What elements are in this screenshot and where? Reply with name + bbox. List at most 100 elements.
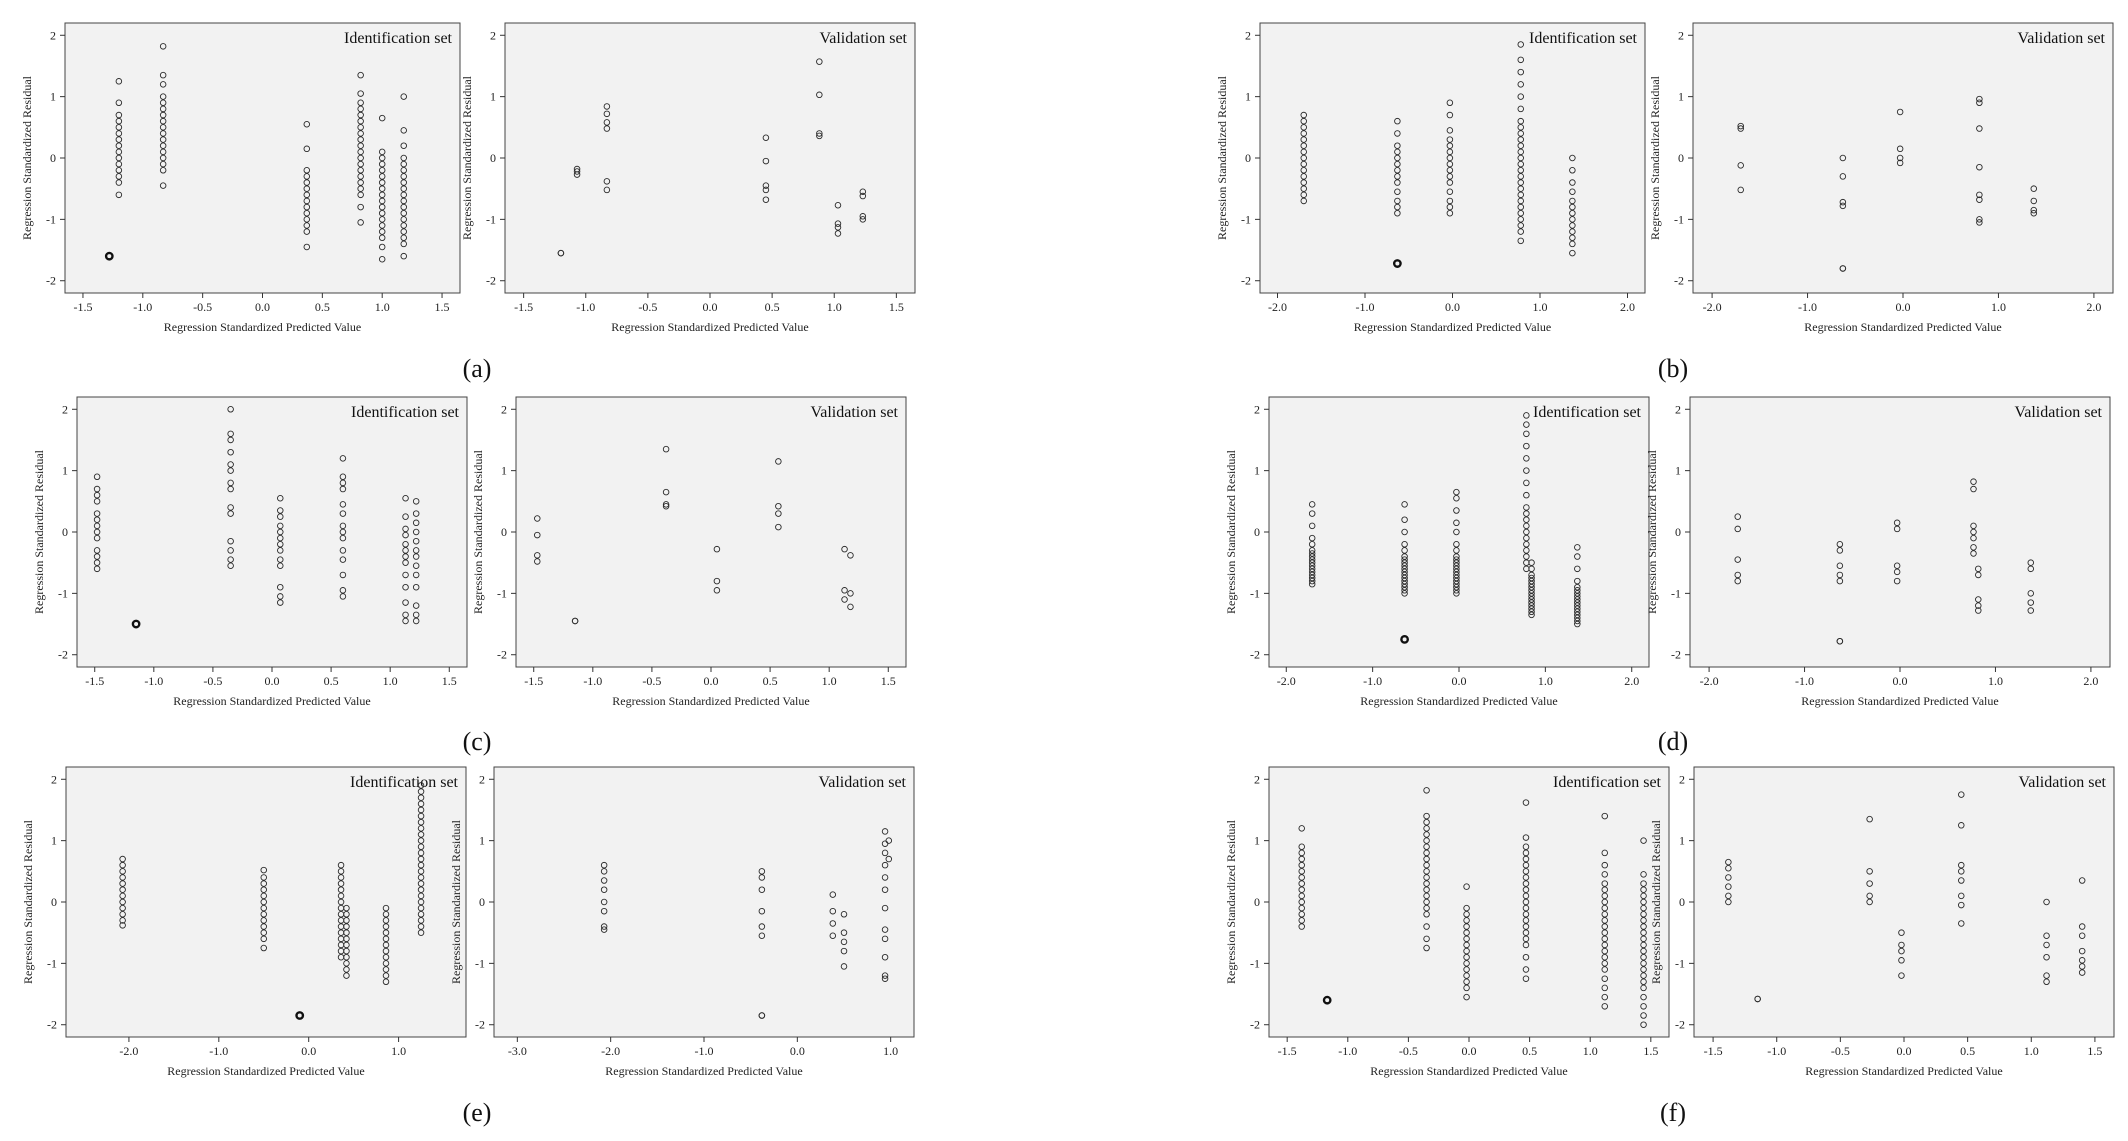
data-point [1574, 593, 1581, 600]
data-point [1958, 877, 1965, 884]
data-point [1517, 203, 1525, 211]
data-point [1394, 209, 1401, 217]
x-tick-label: -1.0 [144, 674, 163, 688]
data-point [1601, 886, 1609, 893]
data-point [382, 953, 390, 961]
y-tick-label: 1 [1245, 90, 1251, 104]
data-point [402, 513, 409, 520]
data-point [1453, 556, 1460, 563]
data-point [1522, 953, 1530, 961]
y-tick-label: -2 [47, 1018, 57, 1032]
data-point [1463, 972, 1470, 979]
data-point [1528, 571, 1535, 579]
x-tick-label: -3.0 [508, 1044, 527, 1058]
x-tick-label: 0.5 [765, 300, 780, 314]
x-axis-title: Regression Standardized Predicted Value [1801, 694, 1998, 708]
data-point [2027, 565, 2035, 573]
data-point [1394, 160, 1401, 168]
data-point [378, 167, 386, 174]
data-point [603, 178, 611, 185]
chart-7: -2.0 -1.0 0.0 1.0 2.0 -2 -1 0 1 2 Regression Stand… [1224, 396, 1650, 708]
data-point [1528, 611, 1535, 619]
data-point [378, 114, 386, 122]
data-point [343, 935, 350, 943]
data-point [412, 547, 420, 554]
data-point [400, 191, 407, 199]
data-point [1463, 941, 1470, 949]
data-point [400, 173, 407, 180]
data-point [343, 941, 350, 949]
data-point [277, 494, 284, 502]
data-point [357, 111, 364, 119]
data-point [881, 953, 889, 961]
data-point [2043, 932, 2050, 939]
y-tick-label: 0 [1679, 895, 1685, 909]
y-tick-label: -2 [1675, 1018, 1685, 1032]
data-point [1528, 559, 1535, 566]
x-tick-label: -1.0 [576, 300, 595, 314]
data-point [277, 562, 284, 569]
data-point [829, 920, 837, 927]
data-point [1423, 837, 1430, 844]
data-point [93, 491, 101, 499]
data-point [2043, 941, 2050, 949]
y-tick-label: 1 [1254, 464, 1260, 478]
data-point [1601, 966, 1609, 973]
set-title: Validation set [2018, 774, 2106, 791]
data-point [1401, 556, 1408, 563]
data-point [402, 541, 409, 548]
y-tick-label: 0 [1254, 895, 1260, 909]
data-point [859, 192, 867, 200]
y-tick-label: 2 [1675, 402, 1681, 416]
data-point [227, 547, 234, 554]
data-point [378, 173, 386, 180]
data-point [1528, 587, 1535, 594]
data-point [2078, 877, 2086, 884]
data-point [603, 119, 611, 126]
data-point [115, 117, 123, 125]
data-point [93, 534, 101, 542]
data-point [1423, 849, 1430, 857]
data-point [1401, 553, 1408, 560]
data-point [1463, 966, 1470, 973]
data-point [1975, 607, 1982, 614]
data-point [339, 534, 347, 542]
data-point [841, 545, 848, 553]
y-tick-label: -2 [1674, 274, 1684, 288]
data-point [1308, 553, 1316, 560]
data-point [1569, 203, 1576, 211]
data-point [400, 234, 407, 242]
data-point [93, 485, 101, 493]
data-point [1734, 525, 1741, 533]
data-point [417, 831, 425, 838]
data-point [115, 124, 123, 131]
data-point [159, 148, 167, 156]
data-point [115, 78, 123, 85]
data-point [1298, 886, 1305, 893]
data-point [1401, 571, 1408, 579]
y-axis-title: Regression Standardized Residual [1224, 449, 1238, 614]
x-tick-label: 0.0 [255, 300, 270, 314]
y-tick-label: 2 [479, 772, 485, 786]
data-point [400, 142, 407, 149]
data-point [1308, 577, 1316, 585]
data-point [1898, 972, 1905, 979]
data-point [382, 904, 390, 912]
data-point [1528, 596, 1535, 603]
data-point [2027, 599, 2035, 606]
data-point [859, 188, 867, 195]
data-point [227, 430, 234, 438]
data-point [847, 552, 854, 559]
set-title: Identification set [1533, 404, 1642, 421]
data-point [402, 599, 409, 606]
y-tick-label: -1 [497, 586, 507, 600]
data-point [1734, 577, 1741, 585]
data-point [1394, 117, 1401, 125]
y-tick-label: -1 [1674, 212, 1684, 226]
data-point [1976, 95, 1983, 103]
x-tick-label: 1.0 [375, 300, 390, 314]
data-point [1896, 154, 1904, 162]
data-point [119, 904, 126, 912]
data-point [2030, 209, 2038, 217]
data-point [412, 617, 420, 625]
